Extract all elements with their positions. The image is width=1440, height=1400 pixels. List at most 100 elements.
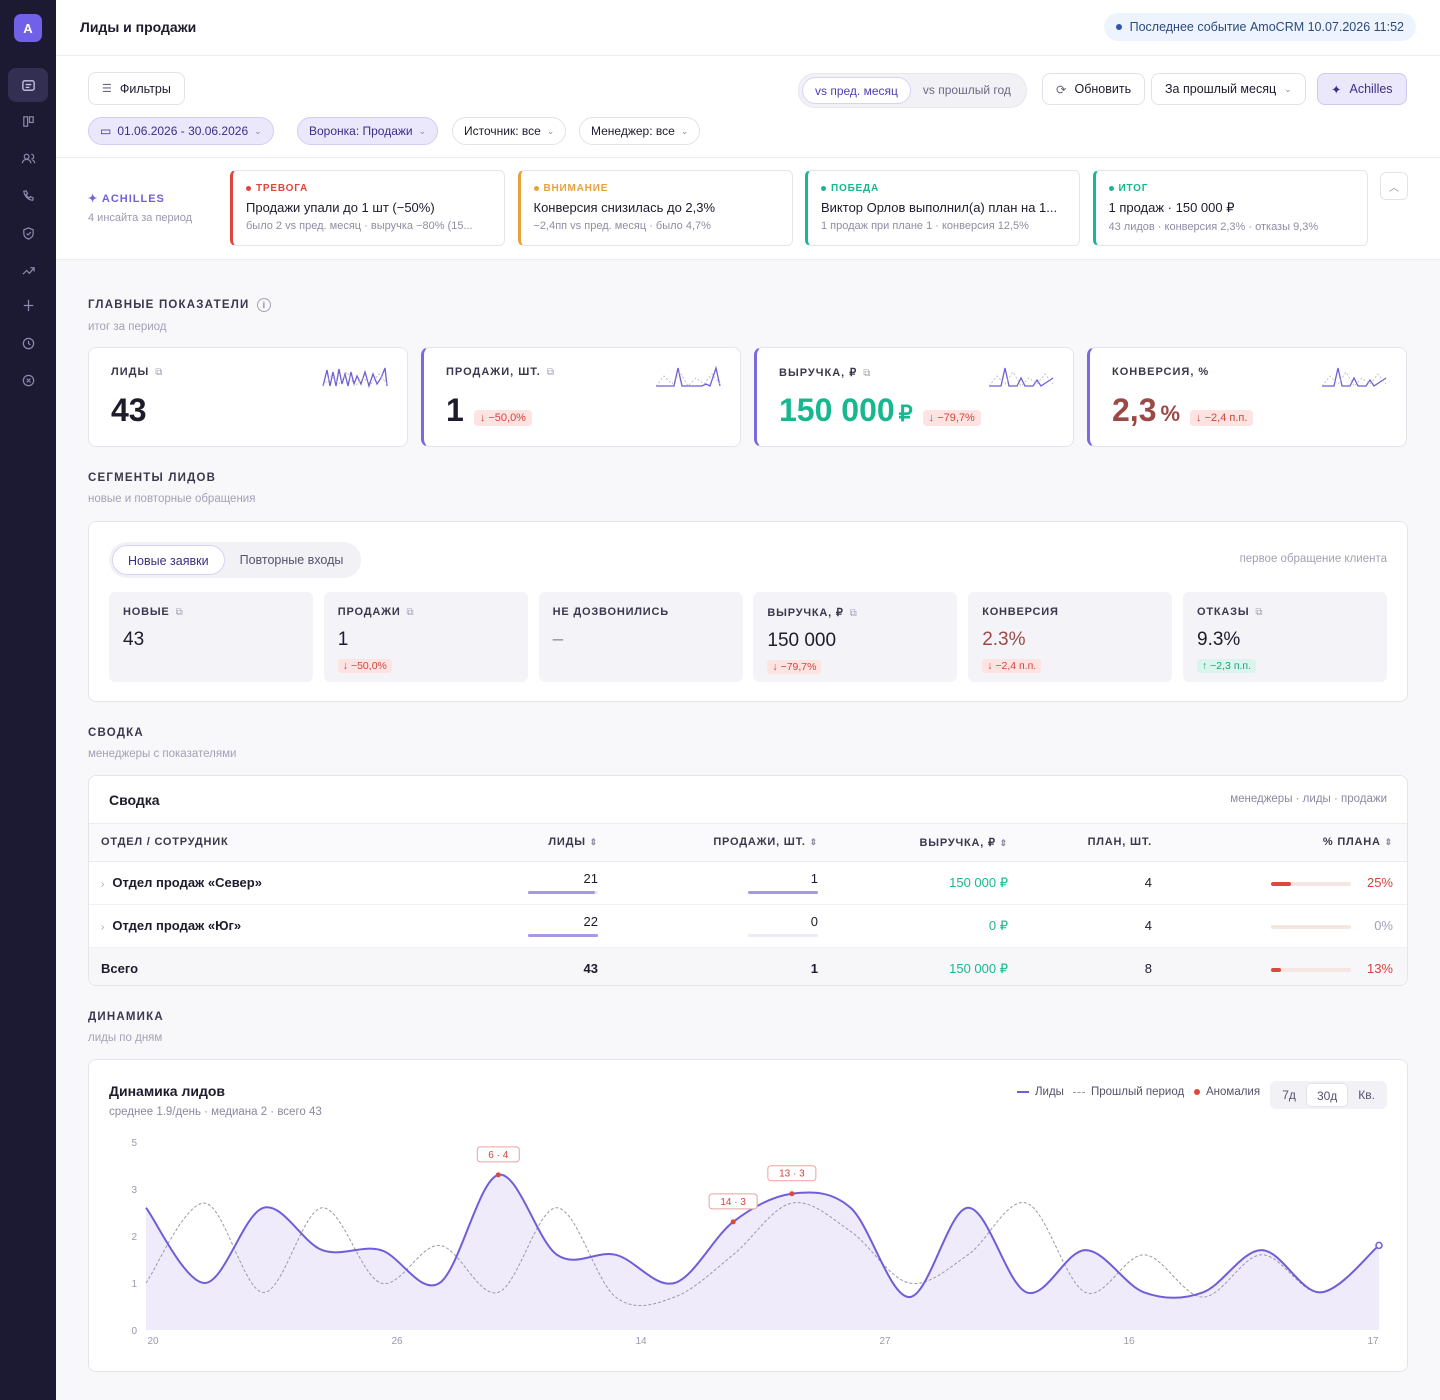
sparkle-icon: ✦ [88, 193, 102, 205]
kpi-card[interactable]: ПРОДАЖИ, ШТ. ⧉ 1 ↓ −50,0% [421, 347, 741, 447]
legend-prev-period[interactable]: Прошлый период [1073, 1086, 1184, 1098]
insight-card[interactable]: ВНИМАНИЕ Конверсия снизилась до 2,3% −2,4п… [517, 170, 793, 246]
app-logo[interactable]: A [14, 14, 42, 42]
source-chip[interactable]: Источник: все ⌄ [452, 117, 567, 145]
range-7d[interactable]: 7д [1282, 1088, 1296, 1102]
segment-card[interactable]: ПРОДАЖИ ⧉ 1 ↓ −50,0% [323, 592, 528, 682]
x-tick-label: 20 [147, 1336, 159, 1347]
total-sales: 1 [604, 947, 824, 985]
status-dot-icon [821, 186, 826, 191]
period-select[interactable]: За прошлый месяц ⌄ [1151, 73, 1306, 105]
info-icon[interactable]: i [257, 298, 272, 312]
legend-anomaly[interactable]: Аномалия [1194, 1086, 1260, 1098]
segment-value: 1 [337, 629, 349, 650]
kpi-card[interactable]: ВЫРУЧКА, ₽ ⧉ 150 000 ₽ ↓ −79,7% [754, 347, 1074, 447]
col-plan-pct[interactable]: % ПЛАНА ⇕ [1164, 824, 1407, 862]
kpi-card[interactable]: КОНВЕРСИЯ, % 2,3% ↓ −2,4 п.п. [1087, 347, 1407, 447]
anomaly-point[interactable] [789, 1191, 795, 1197]
plan-progress-bar [1271, 924, 1351, 929]
range-quarter[interactable]: Кв. [1358, 1088, 1375, 1102]
col-sales[interactable]: ПРОДАЖИ, ШТ. ⇕ [604, 824, 824, 862]
insights-header: ✦ ACHILLES 4 инсайта за период [88, 193, 193, 224]
filters-button[interactable]: ☰ Фильтры [88, 72, 185, 105]
external-link-icon[interactable]: ⧉ [1255, 607, 1264, 618]
collapse-button[interactable]: ︿ [1380, 172, 1408, 200]
insight-label: ВНИМАНИЕ [533, 183, 780, 194]
segment-tabs: Новые заявки Повторные входы [109, 542, 362, 578]
achilles-button[interactable]: ✦ Achilles [1317, 73, 1407, 105]
external-link-icon[interactable]: ⧉ [849, 608, 858, 619]
col-plan[interactable]: ПЛАН, ШТ. [1014, 824, 1164, 862]
external-link-icon[interactable]: ⧉ [863, 368, 872, 379]
svg-text:13 · 3: 13 · 3 [779, 1169, 805, 1180]
tab-new-leads[interactable]: Новые заявки [112, 545, 225, 575]
x-tick-label: 16 [1123, 1336, 1135, 1347]
funnel-chip[interactable]: Воронка: Продажи ⌄ [297, 117, 439, 145]
insight-headline: Конверсия снизилась до 2,3% [533, 200, 716, 215]
dynamics-panel: Динамика лидов среднее 1.9/день · медиан… [88, 1059, 1408, 1372]
anomaly-point[interactable] [730, 1219, 736, 1225]
refresh-button[interactable]: ⟳ Обновить [1042, 73, 1146, 105]
external-link-icon[interactable]: ⧉ [175, 607, 184, 618]
kpi-card[interactable]: ЛИДЫ ⧉ 43 [88, 347, 408, 447]
insight-card[interactable]: ИТОГ 1 продаж · 150 000 ₽ 43 лидов · конве… [1092, 170, 1368, 246]
kanban-icon[interactable] [8, 104, 48, 138]
cancel-circle-icon[interactable] [8, 363, 48, 397]
compare-prev-month[interactable]: vs пред. месяц [802, 77, 911, 104]
segment-card[interactable]: НОВЫЕ ⧉ 43 [109, 592, 313, 682]
shield-icon[interactable] [8, 216, 48, 250]
col-leads[interactable]: ЛИДЫ ⇕ [419, 824, 604, 862]
col-revenue[interactable]: ВЫРУЧКА, ₽ ⇕ [824, 824, 1014, 862]
table-row[interactable]: › Отдел продаж «Юг» 22 0 0 ₽4 0% [89, 904, 1407, 948]
chevron-down-icon: ⌄ [680, 125, 689, 136]
users-icon[interactable] [8, 141, 48, 175]
chevron-right-icon[interactable]: › [101, 879, 105, 890]
sales-bar [748, 934, 818, 937]
plus-icon[interactable] [8, 288, 48, 322]
tab-repeat-leads[interactable]: Повторные входы [239, 553, 344, 567]
legend-leads[interactable]: Лиды [1017, 1086, 1064, 1098]
anomaly-point[interactable] [495, 1172, 501, 1178]
segment-label: НОВЫЕ ⧉ [123, 606, 184, 618]
filter-icon: ☰ [102, 83, 112, 95]
leads-value: 21 [583, 871, 598, 886]
table-row[interactable]: › Отдел продаж «Север» 21 1 150 000 ₽4 25% [89, 861, 1407, 905]
segment-card[interactable]: ВЫРУЧКА, ₽ ⧉ 150 000 ↓ −79,7% [753, 592, 958, 682]
insight-detail: −2,4пп vs пред. месяц · было 4,7% [533, 220, 711, 232]
segment-label: ОТКАЗЫ ⧉ [1197, 606, 1264, 618]
chart-stats: среднее 1.9/день · медиана 2 · всего 43 [109, 1106, 322, 1118]
y-tick-label: 1 [131, 1279, 137, 1290]
manager-chip[interactable]: Менеджер: все ⌄ [579, 117, 701, 145]
department-name: Отдел продаж «Юг» [112, 918, 242, 933]
segment-label: НЕ ДОЗВОНИЛИСЬ [552, 606, 669, 618]
sidebar: A [0, 0, 56, 1400]
external-link-icon[interactable]: ⧉ [155, 367, 164, 378]
y-tick-label: 0 [131, 1326, 137, 1337]
segment-card[interactable]: НЕ ДОЗВОНИЛИСЬ – [538, 592, 743, 682]
total-row: Всего 43 1 150 000 ₽8 13% [89, 947, 1407, 985]
clock-icon[interactable] [8, 326, 48, 360]
external-link-icon[interactable]: ⧉ [546, 367, 555, 378]
range-30d[interactable]: 30д [1305, 1083, 1349, 1107]
external-link-icon[interactable]: ⧉ [406, 607, 415, 618]
trending-icon[interactable] [8, 253, 48, 287]
line-swatch-icon [1017, 1091, 1029, 1093]
last-point[interactable] [1375, 1241, 1383, 1250]
compare-prev-year[interactable]: vs прошлый год [922, 83, 1011, 97]
svg-text:6 · 4: 6 · 4 [488, 1150, 508, 1161]
insight-card[interactable]: ТРЕВОГА Продажи упали до 1 шт (−50%) было … [230, 170, 505, 246]
delta-badge: ↓ −50,0% [337, 659, 392, 673]
plan-progress-bar [1271, 881, 1351, 886]
phone-icon[interactable] [8, 179, 48, 213]
date-range-chip[interactable]: ▭ 01.06.2026 - 30.06.2026 ⌄ [88, 117, 274, 145]
dashboard-icon[interactable] [8, 68, 48, 102]
refresh-icon: ⟳ [1056, 82, 1067, 97]
col-department[interactable]: ОТДЕЛ / СОТРУДНИК [89, 824, 419, 862]
insight-card[interactable]: ПОБЕДА Виктор Орлов выполнил(а) план на 1… [805, 170, 1080, 246]
chevron-right-icon[interactable]: › [101, 922, 105, 933]
delta-badge: ↓ −2,4 п.п. [1190, 410, 1254, 426]
segment-card[interactable]: ОТКАЗЫ ⧉ 9.3% ↑ −2,3 п.п. [1183, 592, 1387, 682]
segments-header: СЕГМЕНТЫ ЛИДОВ новые и повторные обращен… [88, 472, 256, 505]
segment-card[interactable]: КОНВЕРСИЯ 2.3% ↓ −2,4 п.п. [968, 592, 1173, 682]
filter-bar: ☰ Фильтры vs пред. месяц vs прошлый год ⟳… [56, 56, 1440, 158]
